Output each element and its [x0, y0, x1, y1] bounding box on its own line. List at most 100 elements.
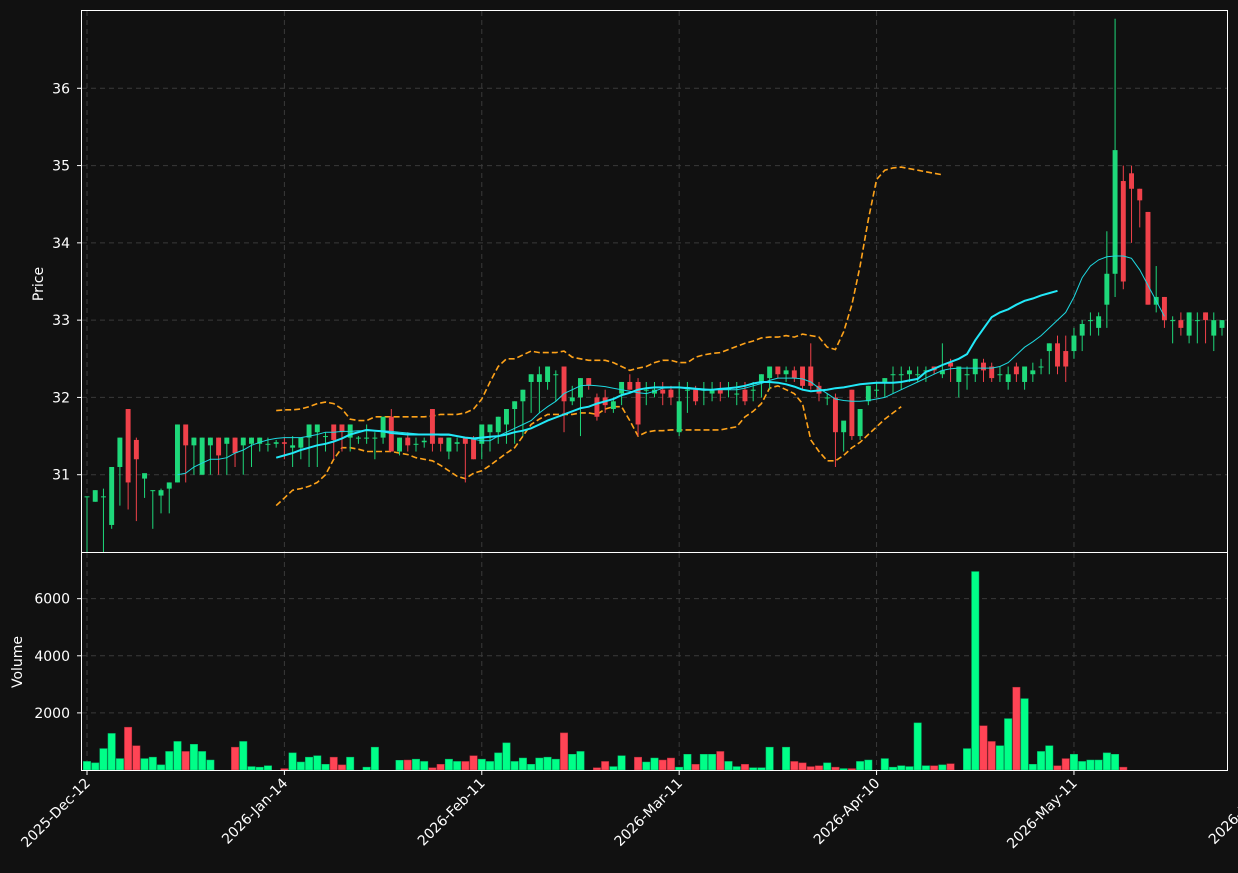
price-tick-label: 31 [52, 468, 70, 484]
price-tick-label: 35 [52, 159, 70, 175]
candle-body [536, 374, 542, 382]
volume-bar [732, 766, 741, 771]
volume-bar [263, 765, 272, 771]
volume-bar [782, 746, 791, 771]
candle-body [298, 437, 304, 448]
candle-body [1178, 320, 1184, 328]
volume-bar [313, 755, 322, 771]
volume-bar [99, 748, 108, 771]
volume-grid [82, 553, 1227, 770]
candle-body [578, 378, 583, 398]
candle-body [1038, 366, 1044, 368]
candle-body [125, 409, 131, 483]
volume-bar [1028, 764, 1037, 771]
candle-body [1120, 181, 1126, 282]
candle-body [372, 437, 378, 439]
volume-bar [329, 756, 338, 771]
volume-bar [856, 761, 865, 771]
volume-bar [790, 761, 799, 771]
volume-bar [157, 764, 165, 771]
volume-bar [724, 761, 733, 771]
volume-bar [880, 758, 889, 771]
volume-bar [189, 744, 198, 771]
volume-bar [995, 745, 1004, 771]
volume-bar [921, 765, 930, 771]
volume-bar [864, 759, 873, 771]
candle-body [545, 366, 551, 382]
volume-bar [444, 758, 453, 771]
candle-body [610, 401, 616, 410]
volume-bar [913, 722, 922, 771]
candle-body [150, 490, 156, 492]
candle-body [166, 482, 172, 489]
volume-bar [239, 741, 248, 771]
candle-body [783, 370, 789, 375]
long-ma-line [275, 289, 1058, 459]
price-tick-label: 34 [52, 236, 70, 252]
volume-bar [757, 767, 766, 771]
volume-bar [1045, 745, 1054, 771]
volume-bar [420, 761, 429, 771]
candle-body [1129, 173, 1134, 189]
candle-body [84, 496, 90, 498]
volume-bar [83, 761, 91, 771]
candle-body [1079, 324, 1085, 336]
candle-body [183, 424, 189, 446]
candle-body [364, 437, 370, 439]
volume-bar [346, 756, 355, 771]
candle-body [142, 473, 148, 479]
candle-body [1087, 320, 1093, 322]
volume-bar [1086, 759, 1095, 771]
candle-body [775, 366, 781, 375]
candle-body [824, 397, 830, 399]
candle-body [997, 374, 1003, 376]
candle-body [100, 496, 106, 498]
volume-bar [107, 733, 116, 771]
candle-body [1104, 273, 1110, 305]
volume-bar [91, 762, 100, 771]
volume-bar [486, 761, 494, 771]
candle-body [1211, 320, 1217, 336]
candle-body [1046, 343, 1052, 352]
volume-bar [741, 764, 749, 771]
volume-bar [823, 762, 832, 771]
candle-body [388, 416, 394, 452]
candle-body [734, 393, 740, 395]
candle-body [397, 437, 403, 452]
volume-bar [979, 725, 988, 771]
candle-body [1063, 351, 1069, 367]
candle-body [175, 424, 180, 483]
candle-body [1194, 320, 1200, 322]
candle-body [117, 437, 123, 467]
volume-bar [1053, 765, 1062, 771]
candle-body [849, 389, 855, 437]
candle-body [1055, 343, 1060, 367]
volume-bar [181, 751, 190, 771]
volume-bar [132, 745, 141, 771]
volume-bar [1119, 766, 1128, 771]
candle-body [216, 437, 222, 456]
volume-bar [568, 754, 577, 771]
candle-body [429, 409, 435, 444]
candle-body [1186, 312, 1192, 336]
candle-body [791, 370, 797, 379]
volume-bar [946, 763, 955, 771]
candle-body [528, 374, 534, 382]
candle-body [906, 370, 912, 375]
candle-body [758, 374, 764, 382]
price-tick-label: 32 [52, 390, 70, 406]
candle-body [462, 437, 468, 444]
volume-y-axis: 2000 4000 6000 [34, 592, 82, 722]
candle-body [676, 401, 682, 433]
volume-bar [749, 767, 758, 771]
candle-body [857, 409, 863, 437]
candle-body [553, 374, 559, 376]
volume-bar [502, 742, 511, 771]
volume-bar [206, 759, 215, 771]
candle-body [438, 437, 444, 444]
candle-body [92, 490, 98, 502]
candle-body [874, 389, 880, 391]
candle-body [1203, 312, 1209, 321]
volume-bar [461, 761, 470, 771]
